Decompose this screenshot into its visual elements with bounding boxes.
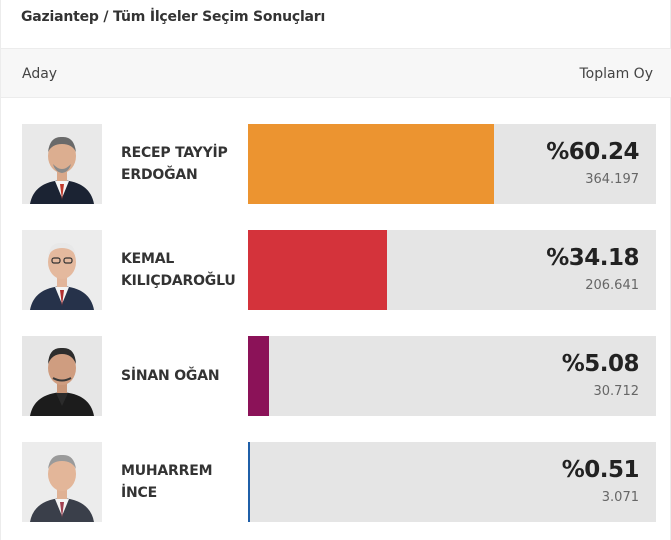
candidate-name: MUHARREM İNCE [121,463,213,501]
candidate-row: SİNAN OĞAN %5.08 30.712 [1,336,671,416]
vote-count: 3.071 [601,490,639,505]
column-header-candidate: Aday [22,66,58,82]
table-header: Aday Toplam Oy [1,48,671,98]
vote-share-bar: %5.08 30.712 [248,336,656,416]
vote-share-bar: %0.51 3.071 [248,442,656,522]
vote-share-bar: %34.18 206.641 [248,230,656,310]
candidate-row: MUHARREM İNCE %0.51 3.071 [1,442,671,522]
column-header-total-votes: Toplam Oy [579,66,654,82]
candidate-name: SİNAN OĞAN [121,368,220,384]
candidate-portrait-icon [22,442,102,522]
page-title: Gaziantep / Tüm İlçeler Seçim Sonuçları [21,9,326,25]
vote-count: 206.641 [585,278,639,293]
candidate-portrait-icon [22,124,102,204]
candidate-row: KEMAL KILIÇDAROĞLU %34.18 206.641 [1,230,671,310]
vote-percent: %5.08 [561,351,640,377]
candidate-name: RECEP TAYYİP ERDOĞAN [121,145,228,183]
candidate-name: KEMAL KILIÇDAROĞLU [121,251,236,289]
vote-share-fill [248,442,250,522]
vote-share-bar: %60.24 364.197 [248,124,656,204]
candidate-portrait-icon [22,336,102,416]
candidate-row: RECEP TAYYİP ERDOĞAN %60.24 364.197 [1,124,671,204]
vote-count: 30.712 [593,384,640,399]
vote-percent: %34.18 [546,245,639,271]
vote-percent: %60.24 [546,139,639,165]
vote-share-fill [248,230,387,310]
vote-percent: %0.51 [561,457,640,483]
vote-share-fill [248,124,494,204]
vote-share-fill [248,336,269,416]
candidate-portrait-icon [22,230,102,310]
vote-count: 364.197 [585,172,639,187]
